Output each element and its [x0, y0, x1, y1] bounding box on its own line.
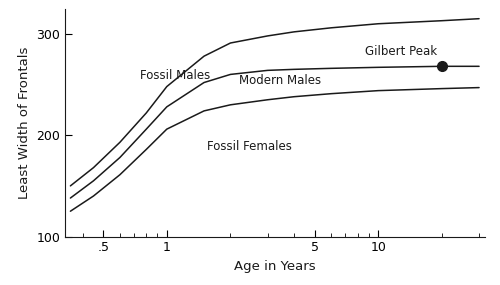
Text: Fossil Males: Fossil Males [140, 68, 210, 82]
Text: Modern Males: Modern Males [239, 74, 322, 87]
Text: Fossil Females: Fossil Females [207, 141, 292, 153]
Text: Gilbert Peak: Gilbert Peak [365, 45, 437, 58]
X-axis label: Age in Years: Age in Years [234, 260, 316, 273]
Y-axis label: Least Width of Frontals: Least Width of Frontals [18, 46, 30, 199]
